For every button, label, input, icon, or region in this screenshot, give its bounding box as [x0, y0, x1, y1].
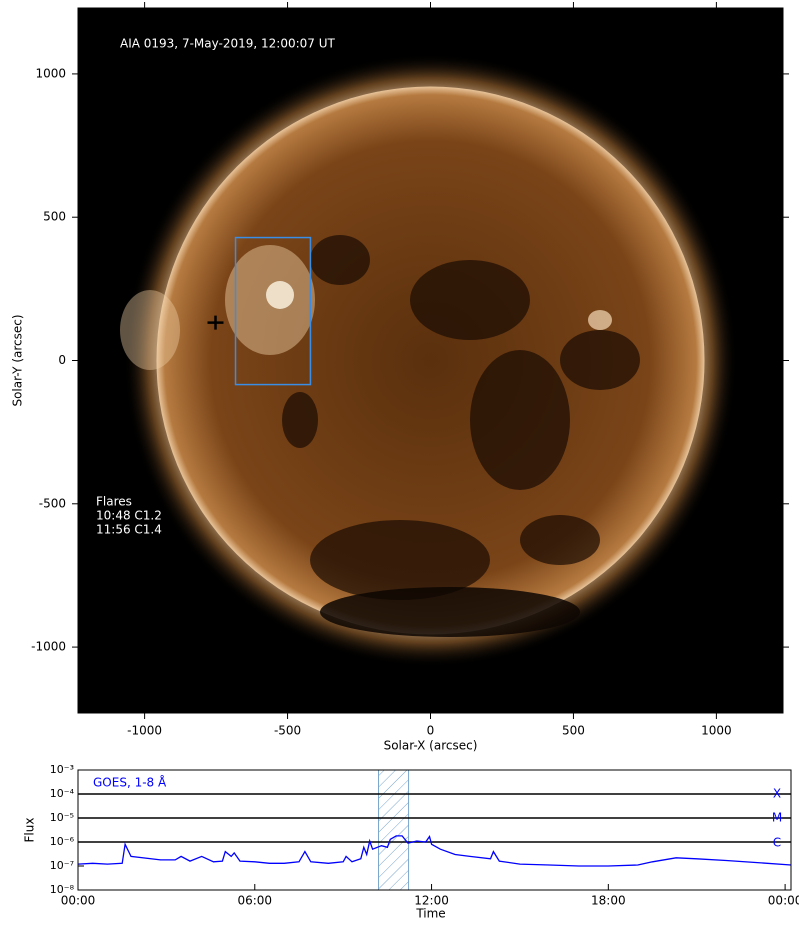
active-region	[588, 310, 612, 330]
frame	[77, 769, 792, 891]
x-tick-label: 12:00	[414, 894, 449, 908]
y-tick-label: 10⁻⁷	[50, 859, 74, 872]
y-tick-label: 500	[43, 210, 66, 224]
active-region	[120, 290, 180, 370]
solar-disk	[156, 86, 705, 635]
dark-region	[470, 350, 570, 490]
dark-region	[410, 260, 530, 340]
x-axis-label: Time	[415, 907, 445, 921]
x-tick-label: 00:00	[61, 894, 96, 908]
y-tick-label: 10⁻⁴	[50, 787, 75, 800]
annotation: 11:56 C1.4	[96, 523, 162, 537]
y-tick-label: 10⁻⁸	[50, 883, 75, 896]
class-label: X	[773, 787, 781, 801]
dark-region	[560, 330, 640, 390]
x-axis-label: Solar-X (arcsec)	[384, 739, 478, 753]
x-tick-label: 0	[427, 724, 435, 738]
class-label: C	[773, 836, 781, 850]
flux-line	[77, 834, 792, 867]
y-tick-label: 10⁻⁵	[50, 811, 74, 824]
region-box	[234, 236, 312, 386]
x-tick-label: 06:00	[237, 894, 272, 908]
x-tick-label: 500	[562, 724, 585, 738]
active-region	[266, 281, 294, 309]
dark-region	[282, 392, 318, 448]
class-label: M	[772, 811, 782, 825]
x-tick-label: -1000	[127, 724, 162, 738]
y-tick-label: 10⁻⁶	[50, 835, 75, 848]
x-tick-label: 00:00	[768, 894, 799, 908]
annotation: Flares	[96, 495, 132, 509]
annotation: 10:48 C1.2	[96, 509, 162, 523]
y-tick-label: -500	[39, 496, 66, 510]
coronal-hole	[320, 587, 580, 637]
dark-region	[310, 520, 490, 600]
x-tick-label: 18:00	[591, 894, 626, 908]
y-tick-label: 10⁻³	[50, 763, 74, 776]
y-tick-label: 0	[58, 353, 66, 367]
x-tick-label: 1000	[701, 724, 732, 738]
flare-marker	[207, 315, 224, 330]
legend-label: GOES, 1-8 Å	[93, 775, 167, 790]
x-tick-label: -500	[274, 724, 301, 738]
y-axis-label: Flux	[23, 818, 37, 843]
solar-image	[120, 53, 738, 668]
dark-region	[310, 235, 370, 285]
y-tick-label: -1000	[31, 640, 66, 654]
shaded-interval	[378, 769, 410, 891]
dark-region	[520, 515, 600, 565]
y-axis-label: Solar-Y (arcsec)	[11, 314, 25, 406]
image-title: AIA 0193, 7-May-2019, 12:00:07 UT	[120, 37, 335, 51]
y-tick-label: 1000	[35, 66, 66, 80]
